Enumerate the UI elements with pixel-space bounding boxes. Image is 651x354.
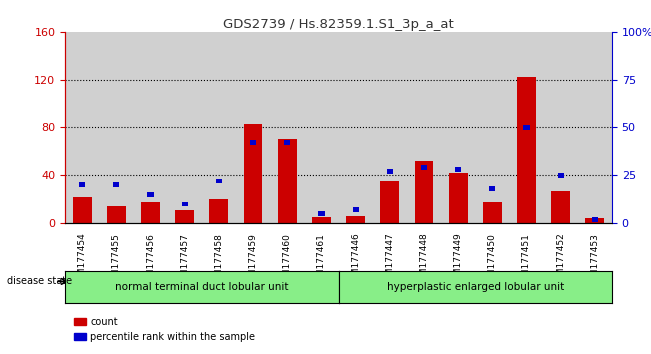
Bar bbox=[65, 32, 99, 223]
Bar bbox=[475, 32, 509, 223]
Bar bbox=[592, 217, 598, 222]
Bar bbox=[270, 32, 304, 223]
Bar bbox=[372, 32, 407, 223]
Bar bbox=[304, 32, 339, 223]
Bar bbox=[509, 32, 544, 223]
Bar bbox=[148, 192, 154, 197]
Bar bbox=[182, 201, 187, 206]
Bar bbox=[73, 197, 92, 223]
Bar bbox=[544, 32, 577, 223]
Bar bbox=[523, 125, 529, 130]
Bar bbox=[407, 32, 441, 223]
Bar bbox=[415, 161, 434, 223]
Bar bbox=[449, 173, 467, 223]
Bar bbox=[79, 182, 85, 187]
Bar bbox=[346, 216, 365, 223]
Bar bbox=[250, 140, 256, 145]
Bar bbox=[99, 32, 133, 223]
Text: hyperplastic enlarged lobular unit: hyperplastic enlarged lobular unit bbox=[387, 282, 564, 292]
Bar bbox=[551, 191, 570, 223]
Bar bbox=[168, 32, 202, 223]
Legend: count, percentile rank within the sample: count, percentile rank within the sample bbox=[70, 313, 259, 346]
Bar bbox=[113, 182, 119, 187]
Bar bbox=[490, 186, 495, 191]
Bar bbox=[133, 32, 168, 223]
Bar bbox=[558, 173, 564, 178]
Bar bbox=[339, 32, 372, 223]
Bar bbox=[483, 201, 502, 223]
Bar bbox=[107, 206, 126, 223]
Bar bbox=[577, 32, 612, 223]
Bar bbox=[210, 199, 229, 223]
Bar bbox=[175, 210, 194, 223]
Bar bbox=[278, 139, 297, 223]
Bar bbox=[387, 169, 393, 174]
Bar bbox=[202, 32, 236, 223]
Text: disease state: disease state bbox=[7, 276, 72, 286]
Bar bbox=[380, 181, 399, 223]
Bar bbox=[421, 165, 427, 170]
Bar bbox=[216, 178, 222, 183]
Bar bbox=[441, 32, 475, 223]
Bar bbox=[455, 167, 461, 172]
Bar bbox=[353, 207, 359, 212]
Bar bbox=[318, 211, 324, 216]
Text: normal terminal duct lobular unit: normal terminal duct lobular unit bbox=[115, 282, 288, 292]
Bar bbox=[236, 32, 270, 223]
Bar bbox=[312, 217, 331, 223]
Title: GDS2739 / Hs.82359.1.S1_3p_a_at: GDS2739 / Hs.82359.1.S1_3p_a_at bbox=[223, 18, 454, 31]
Bar bbox=[517, 77, 536, 223]
Bar bbox=[243, 124, 262, 223]
Bar bbox=[585, 218, 604, 223]
Bar bbox=[284, 140, 290, 145]
Bar bbox=[141, 201, 160, 223]
